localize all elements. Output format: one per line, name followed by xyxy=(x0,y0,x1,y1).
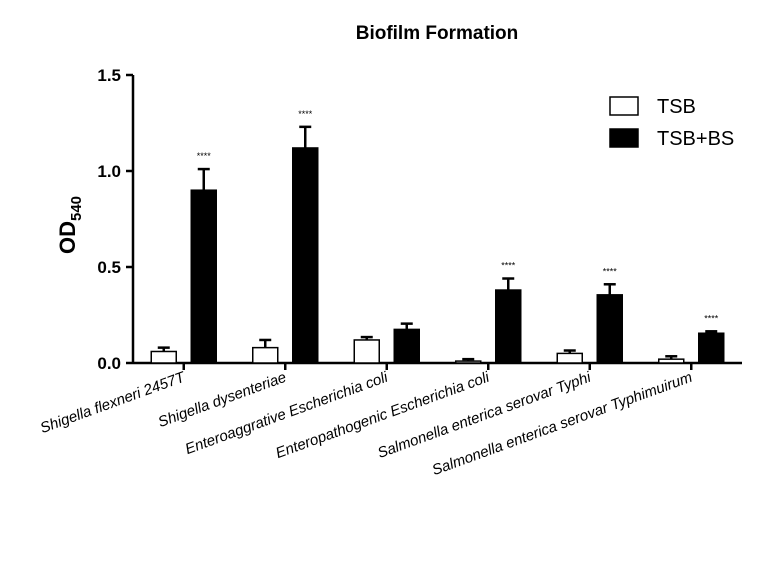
legend-label: TSB+BS xyxy=(657,128,734,150)
significance-label: **** xyxy=(603,266,618,276)
chart-title: Biofilm Formation xyxy=(356,23,519,44)
y-axis-label: OD540 xyxy=(55,196,85,254)
bar xyxy=(556,352,583,364)
bar xyxy=(292,147,319,364)
significance-label: **** xyxy=(501,261,516,271)
y-tick-label: 1.5 xyxy=(97,66,121,85)
y-axis-label-subscript: 540 xyxy=(68,196,85,221)
y-axis-label-main: OD xyxy=(55,221,80,254)
bar xyxy=(252,346,279,364)
bar xyxy=(658,358,685,364)
significance-label: **** xyxy=(704,313,719,323)
legend-swatch xyxy=(609,128,639,148)
bar xyxy=(150,350,177,364)
y-tick-label: 0.0 xyxy=(97,354,121,373)
significance-label: **** xyxy=(197,151,212,161)
significance-label: **** xyxy=(298,109,313,119)
bar xyxy=(455,360,482,364)
bar xyxy=(353,339,380,364)
bar xyxy=(393,328,420,364)
y-tick-label: 1.0 xyxy=(97,162,121,181)
legend-label: TSB xyxy=(657,96,696,118)
bar xyxy=(698,332,725,364)
y-tick-label: 0.5 xyxy=(97,258,121,277)
legend: TSB TSB+BS xyxy=(609,96,734,150)
legend-swatch xyxy=(609,96,639,116)
bar xyxy=(190,189,217,364)
bar xyxy=(596,294,623,364)
plot-area: 0.00.51.01.5****Shigella flexneri 2457T*… xyxy=(38,66,742,479)
bar xyxy=(495,289,522,364)
